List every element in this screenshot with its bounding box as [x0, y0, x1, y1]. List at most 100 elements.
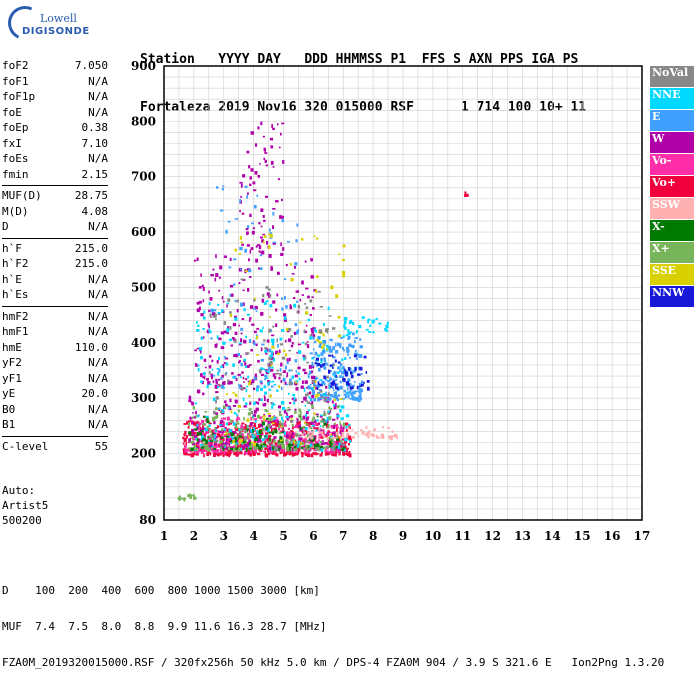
echo-point — [223, 381, 226, 385]
echo-point — [278, 432, 282, 435]
echo-point — [264, 397, 266, 401]
echo-point — [287, 392, 290, 395]
echo-point — [222, 405, 226, 408]
echo-point — [335, 342, 337, 347]
echo-point — [326, 432, 330, 434]
echo-point — [190, 496, 192, 499]
echo-point — [202, 442, 206, 446]
echo-point — [318, 341, 322, 344]
echo-point — [220, 346, 225, 350]
echo-point — [187, 449, 191, 452]
param-label: h`E — [2, 272, 22, 286]
echo-point — [259, 254, 263, 257]
echo-point — [261, 250, 265, 255]
echo-point — [367, 319, 369, 324]
echo-point — [287, 442, 289, 444]
echo-point — [302, 433, 306, 436]
echo-point — [229, 313, 233, 318]
echo-point — [348, 453, 352, 457]
echo-point — [252, 181, 256, 185]
echo-point — [214, 313, 217, 318]
echo-point — [205, 447, 208, 451]
param-value: 7.050 — [74, 59, 108, 72]
echo-point — [182, 497, 186, 500]
echo-point — [262, 215, 265, 218]
echo-point — [326, 436, 329, 440]
echo-point — [223, 421, 225, 425]
echo-point — [185, 449, 188, 452]
echo-point — [191, 421, 195, 425]
param-row: C-level 55 — [2, 439, 108, 455]
param-label: h`F2 — [2, 257, 29, 270]
echo-point — [321, 350, 325, 354]
echo-point — [330, 381, 333, 384]
echo-point — [212, 380, 215, 384]
echo-point — [256, 387, 259, 392]
echo-point — [326, 331, 329, 334]
echo-point — [280, 380, 283, 383]
echo-point — [303, 396, 307, 401]
param-row: M(D) 4.08 — [2, 204, 108, 220]
echo-point — [246, 418, 250, 422]
echo-point — [237, 447, 241, 452]
echo-point — [347, 337, 350, 341]
echo-point — [255, 407, 259, 412]
echo-point — [288, 445, 292, 449]
echo-point — [202, 448, 205, 452]
echo-point — [214, 446, 218, 449]
echo-point — [185, 441, 188, 446]
echo-point — [243, 436, 247, 440]
echo-point — [345, 429, 348, 432]
echo-point — [311, 400, 314, 405]
echo-point — [249, 401, 251, 404]
echo-point — [216, 433, 220, 437]
echo-point — [249, 445, 252, 449]
echo-point — [349, 440, 352, 443]
echo-point — [232, 405, 237, 407]
echo-point — [308, 434, 312, 439]
echo-point — [338, 453, 341, 456]
echo-point — [236, 309, 239, 313]
echo-point — [239, 210, 241, 213]
echo-point — [334, 403, 337, 408]
echo-point — [341, 371, 344, 373]
echo-point — [221, 374, 224, 378]
echo-point — [332, 444, 336, 448]
echo-point — [238, 282, 241, 284]
echo-point — [240, 327, 244, 331]
echo-point — [195, 411, 197, 415]
echo-point — [255, 444, 259, 447]
echo-point — [221, 450, 224, 453]
echo-point — [339, 369, 342, 372]
echo-point — [247, 380, 250, 383]
echo-point — [241, 212, 245, 215]
echo-point — [246, 385, 249, 388]
echo-point — [279, 368, 282, 372]
echo-point — [268, 245, 271, 250]
echo-point — [380, 434, 383, 436]
echo-point — [228, 405, 231, 408]
echo-point — [293, 332, 297, 334]
param-label: C-level — [2, 439, 49, 453]
echo-point — [218, 368, 221, 373]
echo-point — [341, 432, 345, 435]
echo-point — [290, 278, 294, 282]
echo-point — [240, 302, 244, 307]
echo-point — [332, 441, 335, 445]
echo-point — [267, 436, 271, 440]
echo-point — [305, 400, 309, 403]
echo-point — [251, 433, 254, 437]
echo-point — [309, 398, 313, 402]
echo-point — [325, 445, 329, 449]
echo-point — [246, 313, 250, 316]
echo-point — [314, 340, 317, 344]
echo-point — [277, 352, 280, 355]
echo-point — [347, 394, 350, 399]
echo-point — [371, 319, 376, 322]
echo-point — [343, 393, 347, 396]
echo-point — [320, 447, 324, 452]
echo-point — [305, 287, 309, 290]
echo-point — [309, 299, 313, 303]
echo-point — [190, 419, 194, 422]
echo-point — [193, 496, 197, 500]
